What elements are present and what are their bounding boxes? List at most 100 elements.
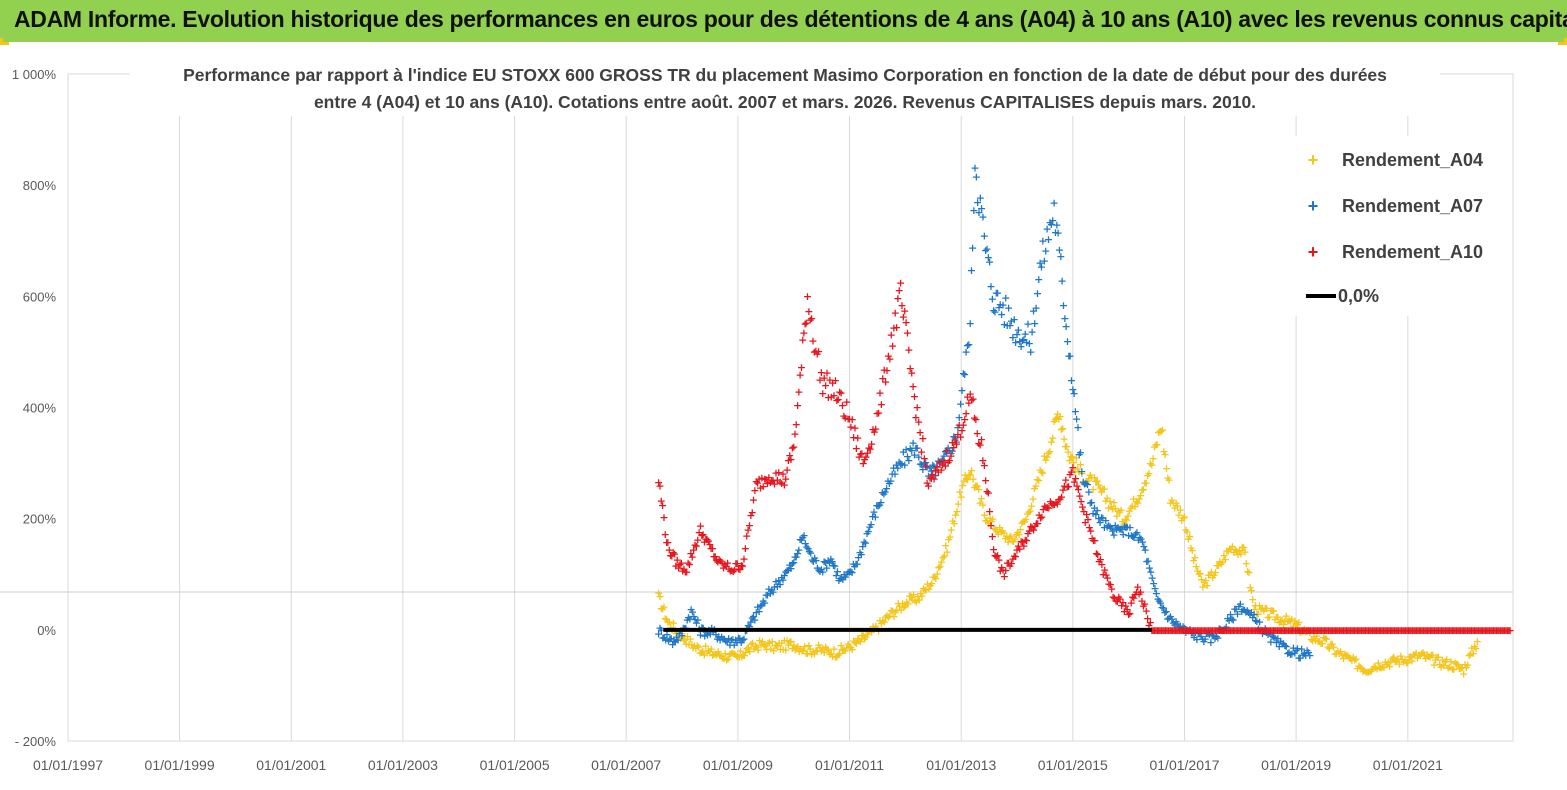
data-point: + (1108, 503, 1117, 516)
data-point: + (1410, 649, 1419, 662)
data-point: + (1305, 624, 1314, 637)
data-point: + (1021, 327, 1030, 340)
data-point: + (881, 611, 890, 624)
data-point: + (1121, 600, 1130, 613)
data-point: + (1139, 483, 1148, 496)
data-point: + (1296, 624, 1305, 637)
data-point: + (688, 605, 697, 618)
data-point: + (1211, 566, 1220, 579)
data-point: + (1243, 604, 1252, 617)
data-point: + (788, 642, 797, 655)
data-point: + (1107, 500, 1116, 513)
data-point: + (1402, 624, 1411, 637)
data-point: + (1031, 479, 1040, 492)
data-point: + (863, 446, 872, 459)
data-point: + (682, 637, 691, 650)
data-point: + (1378, 624, 1387, 637)
data-point: + (1049, 499, 1058, 512)
data-point: + (1278, 624, 1287, 637)
data-point: + (1433, 624, 1442, 637)
data-point: + (1316, 637, 1325, 650)
data-point: + (945, 444, 954, 457)
data-point: + (1200, 576, 1209, 589)
data-point: + (684, 611, 693, 624)
x-tick-label: 01/01/2017 (1149, 757, 1219, 773)
data-point: + (1038, 235, 1047, 248)
data-point: + (1167, 612, 1176, 625)
data-point: + (1423, 624, 1432, 637)
y-tick-label: 200% (23, 512, 57, 527)
data-point: + (843, 638, 852, 651)
data-point: + (1111, 594, 1120, 607)
chart-title-line-1: Performance par rapport à l'indice EU ST… (183, 65, 1387, 85)
data-point: + (1261, 601, 1270, 614)
data-point: + (981, 474, 990, 487)
data-point: + (697, 646, 706, 659)
data-point: + (1162, 624, 1171, 637)
data-point: + (763, 477, 772, 490)
data-point: + (1391, 656, 1400, 669)
data-point: + (1208, 624, 1217, 637)
data-point: + (1405, 650, 1414, 663)
data-point: + (848, 643, 857, 656)
data-point: + (1058, 484, 1067, 497)
data-point: + (1244, 624, 1253, 637)
data-point: + (1063, 446, 1072, 459)
data-point: + (867, 518, 876, 531)
data-point: + (930, 473, 939, 486)
data-point: + (772, 639, 781, 652)
data-point: + (937, 454, 946, 467)
data-point: + (689, 544, 698, 557)
data-point: + (1164, 611, 1173, 624)
data-point: + (769, 585, 778, 598)
data-point: + (1025, 337, 1034, 350)
data-point: + (1008, 534, 1017, 547)
data-point: + (1190, 624, 1199, 637)
data-point: + (888, 339, 897, 352)
data-point: + (1124, 529, 1133, 542)
data-point: + (1395, 624, 1404, 637)
data-point: + (1383, 624, 1392, 637)
data-point: + (693, 639, 702, 652)
data-point: + (1140, 597, 1149, 610)
data-point: + (794, 543, 803, 556)
data-point: + (917, 446, 926, 459)
data-point: + (1016, 523, 1025, 536)
data-point: + (1033, 287, 1042, 300)
data-point: + (1046, 495, 1055, 508)
data-point: + (1053, 407, 1062, 420)
data-point: + (774, 637, 783, 650)
data-point: + (1192, 633, 1201, 646)
x-tick-label: 01/01/2015 (1038, 757, 1108, 773)
data-point: + (792, 551, 801, 564)
data-point: + (731, 633, 740, 646)
data-point: + (934, 561, 943, 574)
data-point: + (813, 348, 822, 361)
data-point: + (1417, 647, 1426, 660)
data-point: + (1007, 314, 1016, 327)
data-point: + (941, 459, 950, 472)
data-point: + (1254, 607, 1263, 620)
data-point: + (873, 407, 882, 420)
data-point: + (1273, 632, 1282, 645)
data-point: + (963, 339, 972, 352)
data-point: + (1141, 544, 1150, 557)
data-point: + (700, 536, 709, 549)
data-point: + (715, 649, 724, 662)
data-point: + (1117, 599, 1126, 612)
data-point: + (764, 471, 773, 484)
data-point: + (818, 642, 827, 655)
data-point: + (963, 391, 972, 404)
data-point: + (1117, 523, 1126, 536)
data-point: + (842, 642, 851, 655)
data-point: + (952, 505, 961, 518)
data-point: + (1204, 569, 1213, 582)
data-point: + (709, 648, 718, 661)
data-point: + (1399, 655, 1408, 668)
data-point: + (1116, 592, 1125, 605)
data-point: + (1381, 656, 1390, 669)
data-point: + (923, 477, 932, 490)
data-point: + (675, 627, 684, 640)
data-point: + (1206, 636, 1215, 649)
data-point: + (897, 299, 906, 312)
